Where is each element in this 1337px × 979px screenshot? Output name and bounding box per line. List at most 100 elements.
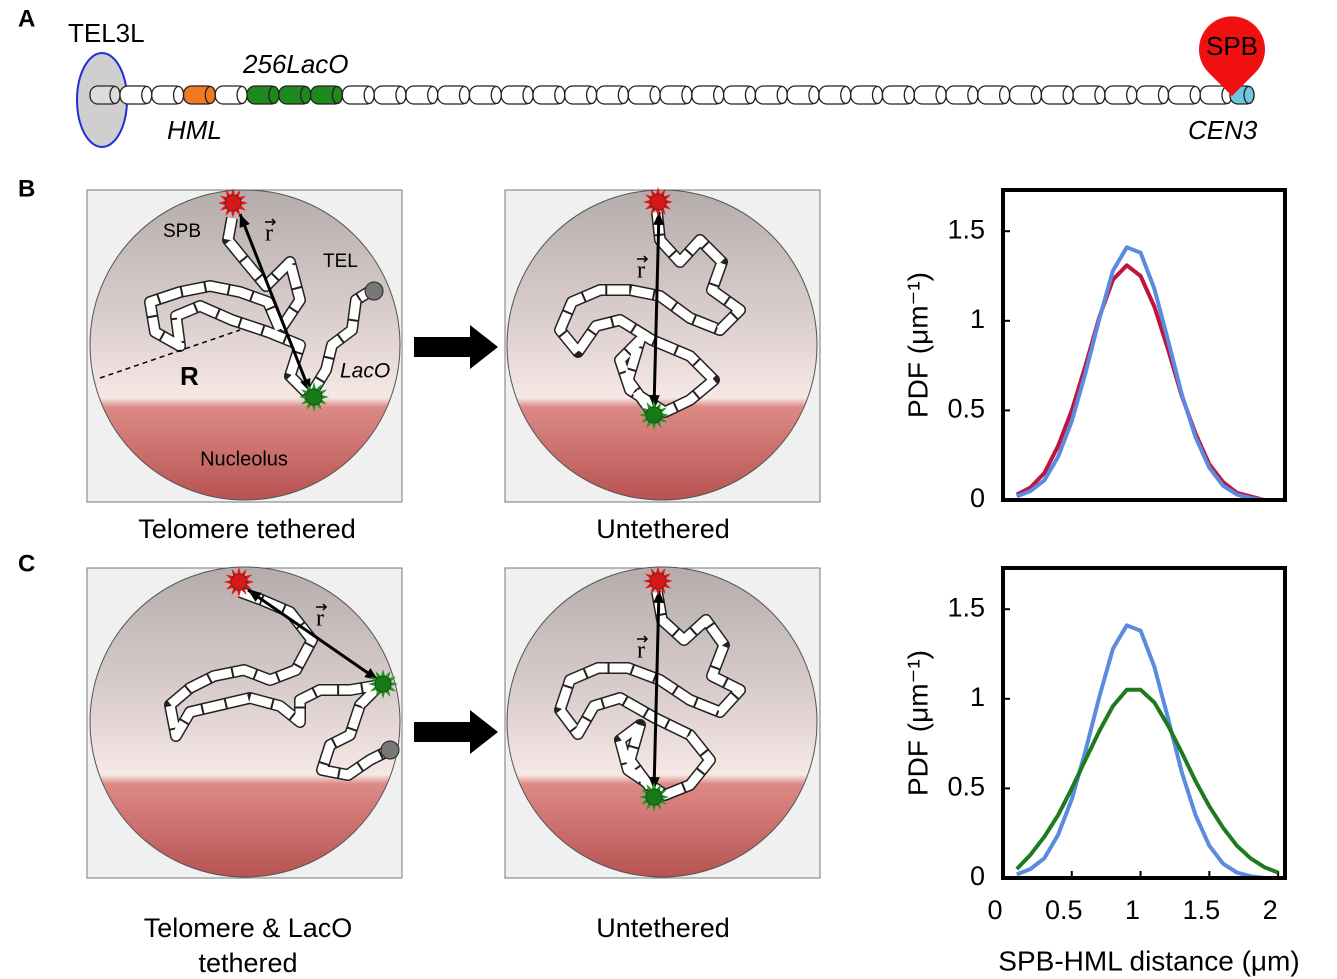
arrow <box>414 325 498 369</box>
cylinder-end <box>490 85 502 105</box>
cylinder-end <box>617 85 629 105</box>
cylinder-end <box>554 85 566 105</box>
vector-arrows <box>265 218 649 643</box>
cylinder-end <box>1157 85 1170 105</box>
label: 256LacO <box>242 49 349 79</box>
cylinder-end <box>967 85 979 105</box>
chromatin <box>144 211 746 801</box>
cylinder-end <box>204 85 216 105</box>
label: TEL3L <box>68 18 145 48</box>
distance-vector <box>652 211 661 409</box>
arrow-head <box>653 212 665 226</box>
cylinder-end <box>109 85 121 105</box>
cylinder-end <box>522 85 534 105</box>
vector-label: r <box>637 258 645 284</box>
cylinder-end <box>649 85 661 105</box>
cylinder-end <box>268 85 280 105</box>
cylinder-end <box>1243 85 1255 105</box>
fluorescent-core <box>224 194 242 212</box>
label: R <box>180 361 199 391</box>
label: CEN3 <box>1188 115 1258 145</box>
caption: Telomere tethered <box>138 514 356 544</box>
telomere <box>380 740 400 760</box>
cylinder-end <box>935 85 947 105</box>
plot-frame <box>1001 188 1287 502</box>
fluorescent-core <box>649 572 667 590</box>
vector-label: r <box>265 221 273 247</box>
y-tick-label: 0.5 <box>947 394 985 424</box>
x-tick-label: 0 <box>987 895 1002 925</box>
chromatin-fiber <box>555 211 745 417</box>
cylinder-end <box>681 85 693 105</box>
fluorescent-core <box>649 193 667 211</box>
label: SPB <box>1206 31 1258 61</box>
label: HML <box>167 115 222 145</box>
y-tick-label: 1 <box>970 682 985 712</box>
arrow-head <box>364 668 378 680</box>
arrow-head <box>248 590 262 602</box>
panel-label: A <box>18 5 35 32</box>
cylinder-end <box>840 85 852 105</box>
pdf-curve <box>1016 245 1279 502</box>
cylinder-end <box>458 85 471 105</box>
caption: Untethered <box>596 913 730 943</box>
arrow-head <box>653 590 665 604</box>
label: SPB <box>163 221 201 242</box>
chromatin-fiber <box>145 217 375 401</box>
label: Nucleolus <box>200 448 288 470</box>
fluorescent-core <box>645 406 663 424</box>
label: TEL <box>323 251 358 272</box>
charts: 0 0.5 1 1.5 PDF (μm⁻¹) 0 0.5 1 1.5 0 0.5 1 1.5 2 SPB-H… <box>902 188 1300 976</box>
nucleus <box>89 189 401 501</box>
cylinder-end <box>331 85 344 105</box>
spb-marker <box>1199 16 1265 97</box>
cylinder-end <box>427 85 439 105</box>
cylinder-end <box>1030 85 1043 105</box>
pdf-curve <box>1016 623 1279 880</box>
chromosome-schematic: SPB <box>76 16 1265 148</box>
pdf-curve <box>1015 263 1279 502</box>
fluorescent-core <box>374 675 392 693</box>
cylinder-end <box>395 85 407 105</box>
cylinder-end <box>141 85 153 105</box>
y-tick-label: 0 <box>970 483 985 513</box>
chromatin-fiber <box>165 587 393 780</box>
cylinder-end <box>299 85 312 105</box>
cylinder-end <box>744 85 757 105</box>
cylinder-end <box>1062 85 1074 105</box>
cylinder-end <box>1189 85 1201 105</box>
cylinder-end <box>172 85 185 105</box>
cylinder-end <box>776 85 788 105</box>
caption: Untethered <box>596 514 730 544</box>
panel-label: C <box>18 550 35 577</box>
cylinder-end <box>998 85 1011 105</box>
nucleus <box>89 566 401 878</box>
y-axis-label: PDF (μm⁻¹) <box>902 272 933 418</box>
telomere <box>364 281 384 301</box>
vector-label: r <box>637 638 645 664</box>
x-tick-label: 1 <box>1125 895 1140 925</box>
cylinder-end <box>236 85 248 105</box>
panel-label: B <box>18 175 35 202</box>
cylinder-end <box>1126 85 1138 105</box>
arrow <box>414 710 498 754</box>
x-axis-label: SPB-HML distance (μm) <box>998 945 1299 976</box>
chromatin-fiber <box>555 591 745 800</box>
label: LacO <box>340 360 390 383</box>
cylinder-end <box>808 85 820 105</box>
cylinder-end <box>585 85 598 105</box>
fluorescent-core <box>230 573 248 591</box>
x-tick-label: 1.5 <box>1183 895 1221 925</box>
pdf-curve <box>1015 687 1279 875</box>
cylinder-end <box>363 85 375 105</box>
y-tick-label: 1.5 <box>947 214 985 244</box>
y-tick-label: 0.5 <box>947 772 985 802</box>
fluorescent-core <box>645 788 663 806</box>
overlay <box>218 187 673 812</box>
radius-line <box>99 329 241 379</box>
cylinder-end <box>713 85 725 105</box>
caption: tethered <box>198 948 297 978</box>
caption: Telomere & LacO <box>144 913 353 943</box>
y-tick-label: 1.5 <box>947 592 985 622</box>
